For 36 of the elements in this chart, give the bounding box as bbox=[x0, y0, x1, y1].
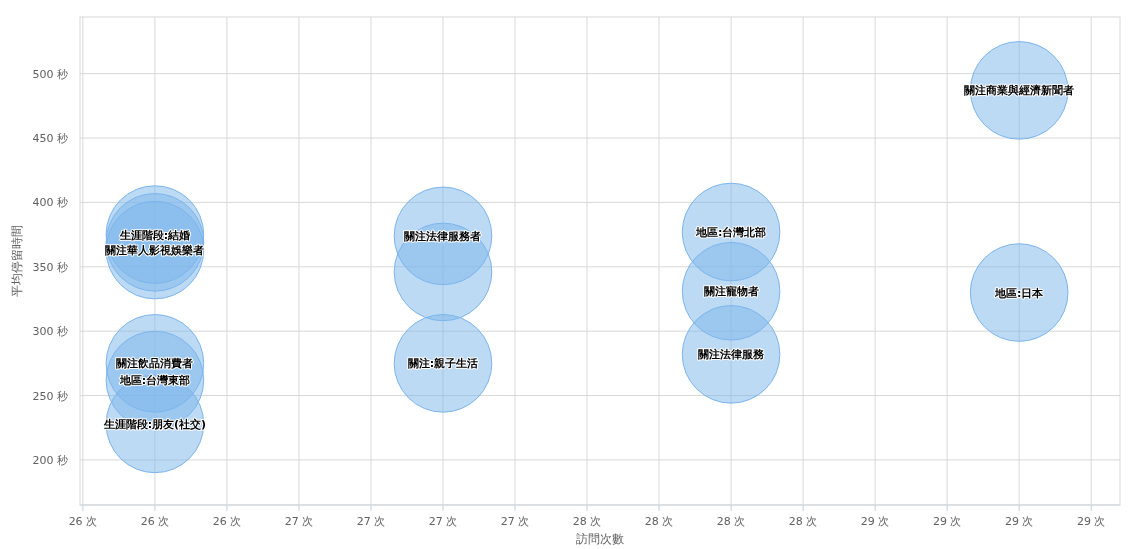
annotation: 關注:親子生活 bbox=[407, 357, 479, 371]
annotation: 生涯階段:結婚 bbox=[118, 228, 191, 242]
x-tick-label: 29 次 bbox=[1076, 515, 1106, 528]
x-axis-title: 訪問次數 bbox=[576, 532, 624, 546]
x-tick-label: 27 次 bbox=[356, 515, 386, 528]
y-tick-label: 450 秒 bbox=[32, 132, 68, 146]
x-tick-label: 27 次 bbox=[428, 515, 458, 528]
annotation: 關注法律服務者 bbox=[404, 229, 482, 243]
y-tick-label: 250 秒 bbox=[32, 389, 68, 403]
y-axis-title: 平均停留時間 bbox=[10, 225, 24, 297]
y-tick-label: 500 秒 bbox=[32, 67, 68, 81]
x-tick-label: 28 次 bbox=[716, 515, 746, 528]
x-tick-label: 27 次 bbox=[500, 515, 530, 528]
annotation: 地區:台灣東部 bbox=[118, 374, 191, 388]
annotation: 關注商業與經濟新聞者 bbox=[964, 84, 1075, 98]
x-tick-label: 26 次 bbox=[212, 515, 242, 528]
y-tick-label: 400 秒 bbox=[32, 196, 68, 210]
annotation: 關注寵物者 bbox=[703, 285, 759, 299]
y-tick-label: 300 秒 bbox=[32, 325, 68, 339]
annotation: 關注法律服務 bbox=[698, 348, 766, 362]
x-tick-label: 29 次 bbox=[860, 515, 890, 528]
x-tick-label: 27 次 bbox=[284, 515, 314, 528]
x-tick-label: 28 次 bbox=[788, 515, 818, 528]
x-tick-label: 26 次 bbox=[68, 515, 98, 528]
annotation: 關注華人影視娛樂者 bbox=[105, 244, 205, 258]
annotation: 生涯階段:朋友(社交) bbox=[102, 417, 207, 431]
x-tick-label: 28 次 bbox=[572, 515, 602, 528]
x-tick-label: 28 次 bbox=[644, 515, 674, 528]
x-tick-label: 29 次 bbox=[1004, 515, 1034, 528]
x-tick-label: 26 次 bbox=[140, 515, 170, 528]
y-tick-label: 200 秒 bbox=[32, 453, 68, 467]
annotation: 地區:台灣北部 bbox=[694, 226, 767, 240]
x-tick-label: 29 次 bbox=[932, 515, 962, 528]
y-tick-label: 350 秒 bbox=[32, 260, 68, 274]
annotation: 關注飲品消費者 bbox=[116, 357, 194, 371]
annotation: 地區:日本 bbox=[993, 286, 1045, 300]
